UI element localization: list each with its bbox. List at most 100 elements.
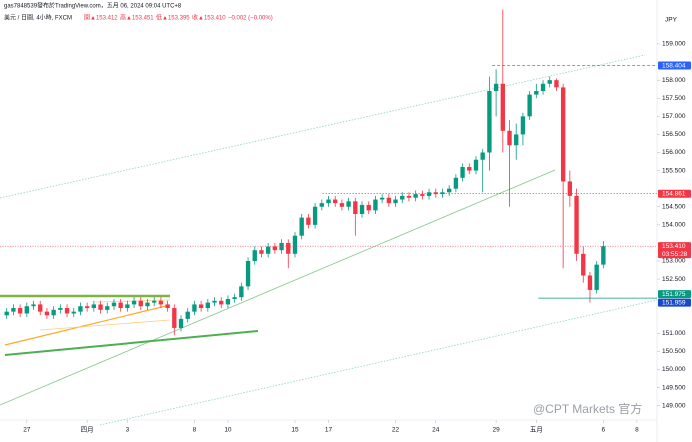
y-tick-label: 151.000 — [662, 330, 686, 337]
candle-body — [467, 166, 472, 171]
candle-body — [44, 311, 50, 316]
candle-body — [84, 306, 90, 309]
candle-body — [185, 311, 190, 319]
candle-body — [178, 318, 184, 328]
candle-body — [24, 306, 29, 314]
candle-body — [601, 246, 606, 265]
candle-body — [192, 304, 197, 312]
candle-body — [493, 83, 499, 92]
candle-body — [219, 300, 224, 305]
price-label: 154.861 — [662, 190, 686, 197]
countdown: 03:55:28 — [662, 251, 688, 258]
price-label: 158.404 — [662, 62, 686, 69]
y-tick-label: 155.500 — [662, 167, 686, 174]
candle-body — [520, 116, 526, 135]
candle-body — [198, 304, 204, 309]
candle-body — [594, 264, 599, 290]
candle-body — [306, 217, 311, 225]
x-tick-label: 3 — [126, 427, 130, 434]
symbol: 美元 / 日圓, 4小時, FXCM — [4, 14, 72, 22]
candle-body — [286, 242, 291, 254]
candle-body — [514, 134, 519, 146]
x-tick-label: 27 — [23, 427, 31, 434]
x-tick-label: 8 — [193, 427, 197, 434]
price-label-box — [658, 298, 691, 307]
candle-body — [111, 302, 117, 307]
candle-body — [560, 87, 566, 182]
candle-body — [272, 246, 278, 251]
candle-body — [547, 80, 552, 84]
drawings — [0, 54, 658, 426]
x-tick-label: 6 — [602, 427, 606, 434]
candle-body — [393, 199, 398, 204]
x-tick-label: 8 — [635, 427, 639, 434]
price-label-box — [658, 61, 691, 70]
candle-body — [265, 246, 271, 254]
candle-body — [64, 308, 70, 314]
x-tick-label: 五月 — [530, 426, 543, 434]
y-tick-label: 154.500 — [662, 203, 686, 210]
candle-body — [379, 197, 385, 200]
candle-body — [319, 203, 324, 207]
candle-body — [292, 235, 298, 254]
trend-line — [0, 169, 556, 406]
y-tick-label: 150.000 — [662, 366, 686, 373]
candle-body — [98, 304, 103, 310]
x-tick-label: 15 — [291, 427, 299, 434]
candle-body — [487, 91, 492, 153]
candle-body — [460, 166, 465, 178]
currency: JPY — [665, 17, 678, 24]
y-tick-label: 156.000 — [662, 149, 686, 156]
x-tick-label: 24 — [432, 427, 440, 434]
candle-body — [71, 311, 76, 314]
trend-line — [4, 304, 171, 346]
candle-body — [212, 300, 217, 303]
candle-body — [400, 195, 405, 200]
candle-body — [51, 309, 56, 316]
candle-body — [433, 192, 438, 195]
ohlc-low: 低▲153.395 — [156, 14, 190, 22]
candle-body — [480, 152, 485, 160]
candle-body — [279, 242, 284, 251]
y-tick-label: 158.000 — [662, 77, 686, 84]
y-tick-label: 157.500 — [662, 95, 686, 102]
y-tick-label: 157.000 — [662, 113, 686, 120]
price-label: 151.959 — [662, 299, 686, 306]
ohlc-open: 開▲153.412 — [84, 15, 118, 22]
watermark: @CPT Markets 官方 — [533, 401, 642, 416]
candle-body — [158, 300, 164, 305]
candle-body — [507, 130, 512, 146]
ohlc-change: −0.002 (−0.00%) — [228, 16, 273, 22]
candle-body — [574, 195, 579, 254]
trend-line — [4, 330, 259, 356]
candle-body — [373, 199, 378, 211]
candle-body — [527, 94, 532, 117]
x-tick-label: 29 — [492, 427, 500, 434]
candle-body — [131, 300, 137, 305]
trend-line — [39, 319, 171, 331]
candle-body — [567, 181, 573, 196]
candle-body — [333, 199, 338, 204]
candle-body — [172, 308, 177, 328]
candle-body — [252, 250, 257, 262]
candle-body — [145, 302, 150, 307]
candle-body — [239, 286, 244, 298]
x-tick-label: 四月 — [81, 426, 94, 434]
y-tick-label: 149.500 — [662, 384, 686, 391]
candle-body — [554, 80, 559, 88]
trend-line — [0, 54, 646, 199]
candle-body — [125, 304, 130, 309]
publisher: gas7848539發布於TradingView.com，五月 06, 2024… — [4, 2, 182, 10]
x-tick-label: 22 — [392, 427, 400, 434]
y-tick-label: 159.000 — [662, 41, 686, 48]
y-tick-label: 150.500 — [662, 348, 686, 355]
ohlc-high: 高▲153.451 — [120, 14, 154, 22]
candle-body — [105, 306, 110, 310]
candle-body — [587, 275, 593, 290]
ohlc-close: 收▲153.410 — [192, 14, 226, 22]
price-label-box — [658, 290, 691, 299]
candle-body — [138, 300, 143, 307]
candle-body — [346, 201, 351, 207]
y-tick-label: 149.000 — [662, 402, 686, 409]
